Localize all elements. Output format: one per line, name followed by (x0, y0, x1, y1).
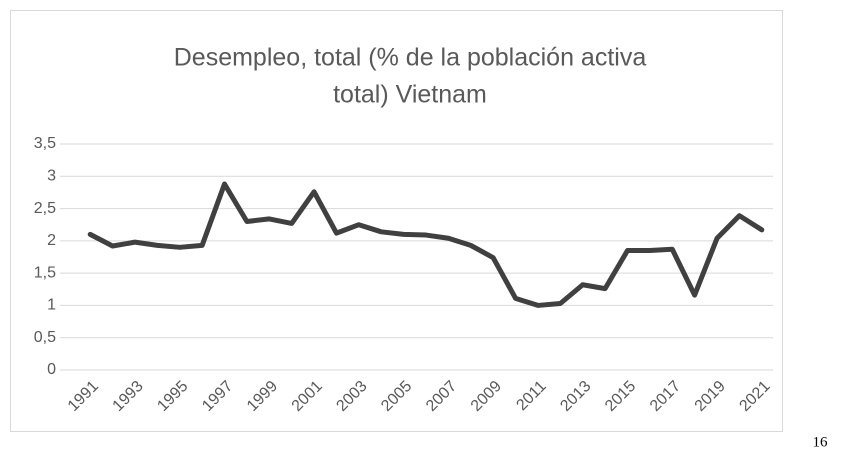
y-tick-label: 1,5 (34, 264, 56, 281)
y-tick-label: 3,5 (34, 135, 56, 152)
page-number: 16 (813, 434, 829, 450)
y-tick-label: 0,5 (34, 329, 56, 346)
y-tick-label: 2,5 (34, 200, 56, 217)
y-tick-label: 1 (47, 297, 56, 314)
chart-frame (10, 10, 783, 432)
data-line (87, 181, 765, 308)
y-tick-label: 2 (47, 232, 56, 249)
y-tick-label: 0 (47, 361, 56, 378)
chart-title: Desempleo, total (% de la población acti… (174, 44, 647, 72)
y-tick-label: 3 (47, 168, 56, 185)
chart-title: total) Vietnam (333, 81, 487, 109)
